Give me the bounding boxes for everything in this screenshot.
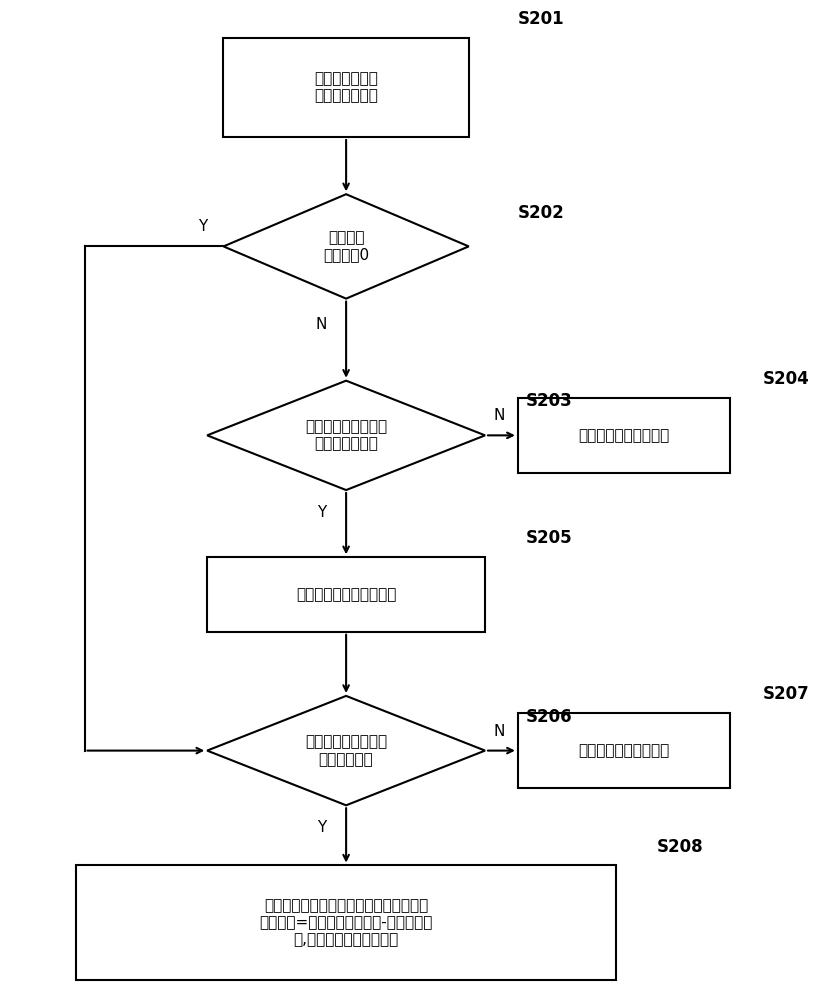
- Text: S206: S206: [526, 708, 573, 726]
- Text: 报文着红色丢弃该报文: 报文着红色丢弃该报文: [578, 428, 670, 443]
- Text: N: N: [493, 724, 505, 739]
- Text: N: N: [493, 408, 505, 423]
- Polygon shape: [207, 381, 485, 490]
- Polygon shape: [207, 696, 485, 805]
- Text: Y: Y: [199, 219, 208, 234]
- Text: 当前令牌数是否大于
预设传输阈值: 当前令牌数是否大于 预设传输阈值: [305, 734, 387, 767]
- Text: 报文着红色丢弃该报文: 报文着红色丢弃该报文: [578, 743, 670, 758]
- FancyBboxPatch shape: [77, 865, 616, 980]
- Text: S203: S203: [526, 392, 573, 410]
- Text: 当前数据报文进
入队列调度进行: 当前数据报文进 入队列调度进行: [314, 71, 378, 104]
- Text: N: N: [316, 317, 328, 332]
- Polygon shape: [224, 194, 469, 299]
- Text: 令牌个数先减少预设传输阈值，重新将令
牌透支数=当前数据报文长度-预设传输阈
值,报文着绿色并报文通过: 令牌个数先减少预设传输阈值，重新将令 牌透支数=当前数据报文长度-预设传输阈 值…: [259, 898, 433, 948]
- Text: S204: S204: [763, 370, 810, 388]
- Text: S205: S205: [526, 529, 573, 547]
- FancyBboxPatch shape: [518, 713, 730, 788]
- FancyBboxPatch shape: [224, 38, 469, 137]
- Text: 令牌透支
数是否为0: 令牌透支 数是否为0: [323, 230, 369, 263]
- Text: S202: S202: [518, 204, 564, 222]
- FancyBboxPatch shape: [207, 557, 485, 632]
- Text: Y: Y: [317, 820, 326, 835]
- Text: 令牌个数减少令牌透支数: 令牌个数减少令牌透支数: [296, 587, 396, 602]
- Text: 令牌透支数是否小于
等于当前令牌数: 令牌透支数是否小于 等于当前令牌数: [305, 419, 387, 452]
- Text: S208: S208: [657, 838, 704, 856]
- FancyBboxPatch shape: [518, 398, 730, 473]
- Text: Y: Y: [317, 505, 326, 520]
- Text: S207: S207: [763, 685, 810, 703]
- Text: S201: S201: [518, 10, 564, 28]
